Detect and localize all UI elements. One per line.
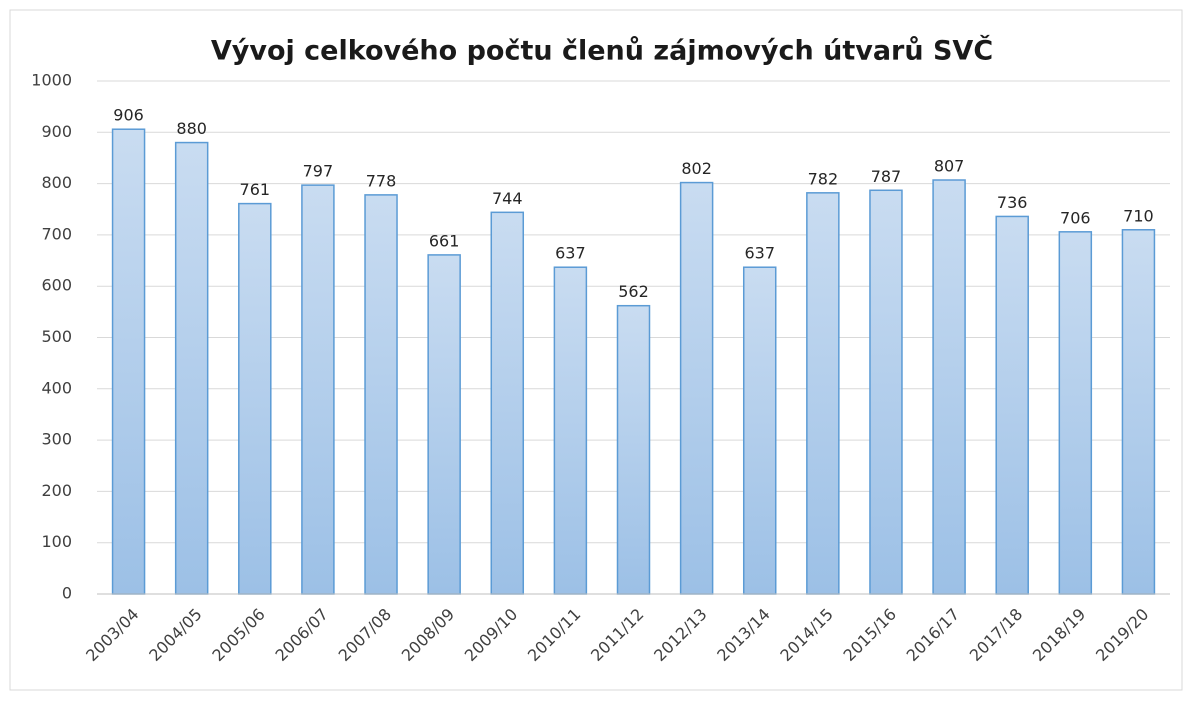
data-label: 637 [744,244,775,263]
bar [995,215,1029,595]
y-tick-label: 800 [41,173,72,192]
data-label: 782 [808,169,839,188]
data-label: 787 [871,167,902,186]
y-tick-label: 900 [41,122,72,141]
bar [616,304,651,595]
bar [1121,229,1156,595]
data-label: 880 [176,119,207,138]
y-tick-label: 400 [41,378,72,397]
y-tick-label: 300 [41,430,72,449]
bar [1058,231,1093,595]
bar [553,266,588,595]
data-label: 710 [1123,206,1154,225]
data-label: 562 [618,282,649,301]
y-tick-label: 0 [62,584,72,603]
y-tick-label: 200 [41,481,72,500]
y-tick-label: 100 [41,532,72,551]
y-tick-label: 600 [41,276,72,295]
bar [742,266,777,595]
bar [932,179,966,595]
bar [238,202,272,595]
y-tick-label: 1000 [31,71,72,90]
data-label: 807 [934,157,965,176]
data-label: 706 [1060,208,1091,227]
bar [679,181,714,595]
data-label: 778 [366,171,397,190]
y-tick-label: 700 [41,224,72,243]
bar [427,254,461,595]
data-label: 797 [303,162,334,181]
bar [869,189,903,595]
bar [111,128,146,595]
data-label: 761 [240,180,271,199]
data-label: 906 [113,106,144,125]
data-label: 744 [492,189,523,208]
chart-title: Vývoj celkového počtu členů zájmových út… [211,35,993,67]
bar [174,141,209,595]
data-label: 802 [681,159,712,178]
data-label: 736 [997,193,1028,212]
bar [490,211,525,595]
data-label: 661 [429,231,460,250]
y-tick-label: 500 [41,327,72,346]
bar [806,192,840,595]
data-label: 637 [555,244,586,263]
bar [301,184,335,595]
bar [364,194,398,595]
